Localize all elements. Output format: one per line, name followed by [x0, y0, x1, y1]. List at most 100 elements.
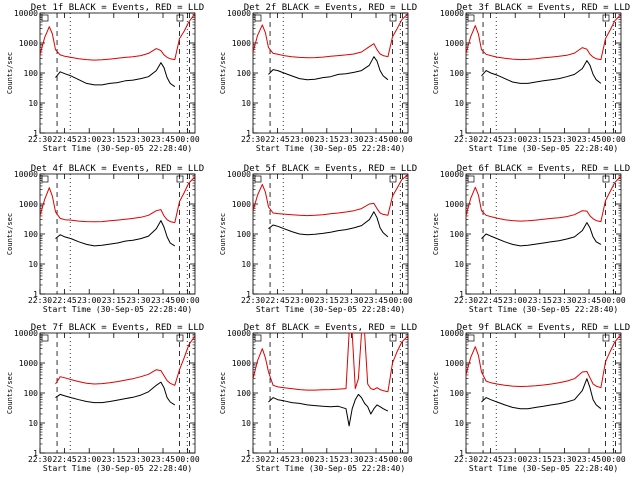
x-tick-label: 23:00	[290, 135, 314, 144]
corner-flag-left	[254, 14, 262, 22]
y-tick-label: 10000	[440, 170, 464, 179]
series-line-events	[481, 222, 602, 247]
x-tick-label: 23:15	[528, 296, 552, 305]
y-tick-label: 1	[459, 129, 464, 138]
y-axis-label: Counts/sec	[432, 213, 440, 255]
panel-title: Det 6f BLACK = Events, RED = LLD	[457, 164, 630, 174]
x-tick-label: 23:45	[151, 455, 175, 464]
x-tick-label: 23:15	[102, 455, 126, 464]
y-tick-label: 100	[450, 389, 465, 398]
y-tick-label: 100	[237, 230, 252, 239]
y-tick-label: 1000	[445, 200, 464, 209]
corner-flag-left	[467, 334, 475, 342]
y-tick-label: 1000	[445, 359, 464, 368]
y-tick-label: 1	[33, 129, 38, 138]
y-axis-label: Counts/sec	[6, 213, 14, 255]
corner-flag-left	[41, 334, 49, 342]
y-tick-label: 10000	[440, 329, 464, 338]
x-tick-label: 23:15	[315, 135, 339, 144]
y-tick-label: 10000	[227, 329, 251, 338]
panel-title: Det 1f BLACK = Events, RED = LLD	[31, 3, 204, 13]
panel-det-7f: Det 7f BLACK = Events, RED = LLD 1 10 100 10…	[6, 323, 204, 473]
corner-flag-left	[41, 14, 49, 22]
x-tick-label: 23:15	[315, 296, 339, 305]
y-tick-label: 10000	[227, 9, 251, 18]
x-tick-label: 23:00	[503, 455, 527, 464]
series-line-lld	[39, 13, 196, 61]
y-axis-label: Counts/sec	[432, 372, 440, 414]
panel-title: Det 8f BLACK = Events, RED = LLD	[244, 323, 417, 333]
x-tick-label: 23:30	[339, 135, 363, 144]
x-tick-label: 23:15	[315, 455, 339, 464]
corner-flag-left	[254, 175, 262, 183]
series-line-lld	[465, 175, 622, 223]
x-tick-label: 23:30	[339, 296, 363, 305]
y-tick-label: 1	[33, 449, 38, 458]
series-line-events	[55, 62, 176, 88]
series-line-lld	[465, 14, 622, 61]
y-axis-label: Counts/sec	[219, 213, 227, 255]
x-tick-label: 22:30	[28, 455, 52, 464]
x-tick-label: 23:00	[77, 296, 101, 305]
series-line-events	[55, 220, 176, 247]
y-tick-label: 100	[450, 69, 465, 78]
x-tick-label: 23:30	[552, 135, 576, 144]
x-tick-label: 22:30	[241, 296, 265, 305]
plot-frame	[39, 332, 196, 454]
corner-flag-right	[389, 334, 397, 342]
x-tick-label: 23:45	[364, 455, 388, 464]
x-tick-label: 23:45	[151, 135, 175, 144]
y-tick-label: 1	[459, 290, 464, 299]
x-tick-label: 00:00	[389, 135, 413, 144]
corner-flag-right	[389, 175, 397, 183]
x-tick-label: 22:30	[241, 135, 265, 144]
plot-frame	[252, 12, 409, 134]
y-tick-label: 1000	[232, 39, 251, 48]
series-line-events	[481, 60, 602, 84]
x-axis-label: Start Time (30-Sep-05 22:28:40)	[43, 144, 192, 153]
panel-title: Det 3f BLACK = Events, RED = LLD	[457, 3, 630, 13]
series-line-events	[268, 56, 389, 81]
x-tick-label: 23:00	[503, 296, 527, 305]
y-tick-label: 10	[454, 99, 464, 108]
y-tick-label: 100	[24, 230, 39, 239]
corner-flag-right	[602, 334, 610, 342]
x-tick-label: 23:30	[552, 455, 576, 464]
y-tick-label: 10000	[14, 170, 38, 179]
corner-flag-right	[176, 175, 184, 183]
x-tick-label: 22:30	[28, 296, 52, 305]
y-tick-label: 10000	[14, 329, 38, 338]
y-tick-label: 10000	[227, 170, 251, 179]
panel-title: Det 4f BLACK = Events, RED = LLD	[31, 164, 204, 174]
series-line-lld	[252, 13, 409, 59]
y-tick-label: 10	[241, 260, 251, 269]
x-tick-label: 00:00	[389, 296, 413, 305]
x-tick-label: 23:15	[102, 296, 126, 305]
y-tick-label: 1	[246, 290, 251, 299]
corner-flag-left	[467, 175, 475, 183]
x-tick-label: 22:30	[28, 135, 52, 144]
x-tick-label: 23:30	[552, 296, 576, 305]
plot-frame	[465, 332, 622, 454]
series-line-lld	[55, 335, 196, 386]
series-line-lld	[39, 176, 196, 224]
y-axis-label: Counts/sec	[432, 52, 440, 94]
x-tick-label: 23:30	[126, 455, 150, 464]
panel-title: Det 9f BLACK = Events, RED = LLD	[457, 323, 630, 333]
y-tick-label: 10	[28, 419, 38, 428]
panel-title: Det 5f BLACK = Events, RED = LLD	[244, 164, 417, 174]
plot-frame	[252, 332, 409, 454]
y-tick-label: 10	[454, 260, 464, 269]
x-tick-label: 00:00	[176, 135, 200, 144]
panel-title: Det 7f BLACK = Events, RED = LLD	[31, 323, 204, 333]
y-tick-label: 100	[237, 69, 252, 78]
panel-det-8f: Det 8f BLACK = Events, RED = LLD 1 10 100 10…	[219, 323, 417, 473]
x-axis-label: Start Time (30-Sep-05 22:28:40)	[256, 144, 405, 153]
x-tick-label: 23:30	[126, 296, 150, 305]
x-tick-label: 22:45	[266, 296, 290, 305]
x-tick-label: 23:15	[102, 135, 126, 144]
x-tick-label: 23:00	[503, 135, 527, 144]
y-axis-label: Counts/sec	[219, 52, 227, 94]
x-tick-label: 22:30	[454, 296, 478, 305]
